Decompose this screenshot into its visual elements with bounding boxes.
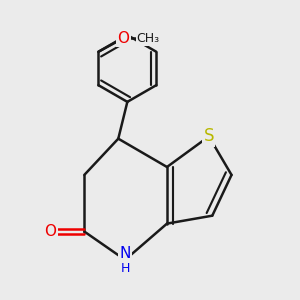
Text: S: S xyxy=(204,128,214,146)
Text: O: O xyxy=(44,224,56,239)
Text: N: N xyxy=(119,246,131,261)
Text: H: H xyxy=(120,262,130,275)
Text: O: O xyxy=(117,31,129,46)
Text: CH₃: CH₃ xyxy=(137,32,160,45)
